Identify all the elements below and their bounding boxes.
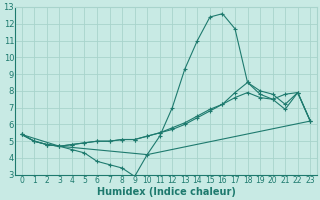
X-axis label: Humidex (Indice chaleur): Humidex (Indice chaleur) — [97, 187, 236, 197]
